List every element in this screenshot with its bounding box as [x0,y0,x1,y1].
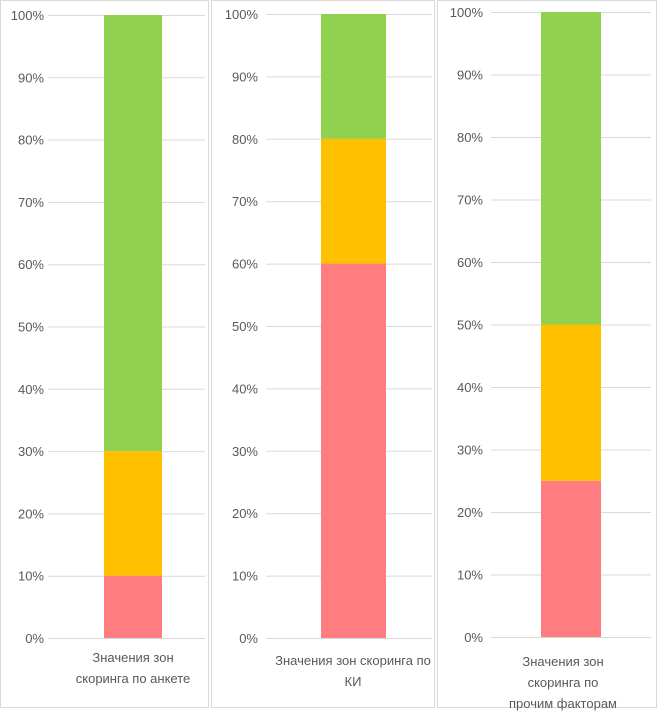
bar-segment-2 [104,451,162,576]
y-tick-label: 90% [18,70,44,85]
x-category-label: Значения зон скоринга по прочим факторам [509,654,617,711]
y-tick-label: 50% [457,318,483,333]
y-tick-label: 20% [18,506,44,521]
y-tick-label: 10% [18,569,44,584]
y-tick-label: 0% [25,631,44,646]
y-tick-label: 80% [457,130,483,145]
bar-segment-2 [541,324,601,481]
chart-panel-3: 0% 10% 20% 30% 40% 50% 60% 70% 80% 90% 100% Значени… [437,0,657,711]
y-tick-label: 70% [457,193,483,208]
y-tick-label: 100% [225,7,259,22]
y-tick-label: 30% [18,444,44,459]
bar-segment-3 [321,14,386,139]
x-category-label: Значения зон скоринга по анкете [75,650,191,686]
y-tick-label: 100% [450,5,484,20]
y-tick-label: 10% [457,568,483,583]
bar-segment-1 [104,575,162,638]
y-tick-label: 80% [232,132,258,147]
y-tick-label: 20% [232,506,258,521]
chart-panel-2: 0% 10% 20% 30% 40% 50% 60% 70% 80% 90% 100% Значени… [211,0,435,708]
bar-segment-3 [104,15,162,452]
y-tick-label: 80% [18,133,44,148]
y-tick-label: 0% [464,630,483,645]
y-tick-label: 0% [239,631,258,646]
y-tick-label: 70% [18,195,44,210]
y-tick-label: 10% [232,569,258,584]
y-tick-label: 40% [18,382,44,397]
y-tick-label: 30% [457,443,483,458]
y-tick-label: 60% [457,255,483,270]
x-category-label: Значения зон скоринга по КИ [275,653,431,689]
y-tick-label: 90% [457,68,483,83]
bar-segment-1 [321,263,386,638]
y-tick-label: 60% [232,257,258,272]
y-tick-label: 60% [18,257,44,272]
y-tick-label: 100% [11,8,45,23]
chart-panel-1: 0% 10% 20% 30% 40% 50% 60% 70% 80% 90% 100% Значени… [0,0,209,708]
y-tick-label: 40% [232,381,258,396]
bar-segment-2 [321,138,386,264]
y-tick-label: 30% [232,444,258,459]
y-tick-label: 50% [232,319,258,334]
y-tick-label: 50% [18,320,44,335]
y-tick-label: 90% [232,69,258,84]
y-tick-label: 40% [457,380,483,395]
bar-segment-1 [541,480,601,637]
y-tick-label: 70% [232,194,258,209]
y-tick-label: 20% [457,505,483,520]
bar-segment-3 [541,12,601,325]
